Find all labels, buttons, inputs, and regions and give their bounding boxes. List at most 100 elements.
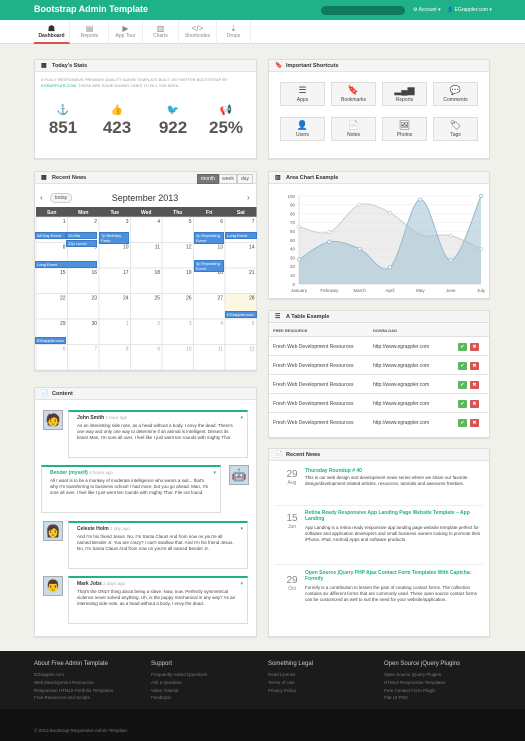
calendar-day-name: Fri bbox=[206, 210, 213, 216]
message-body: And I'm his friend Jesus. No, I'm Santa … bbox=[77, 534, 234, 551]
footer-link[interactable]: Open Source jQuery Plugins bbox=[384, 672, 442, 677]
delete-button[interactable]: ✖ bbox=[470, 419, 479, 427]
news-title[interactable]: Open Source jQuery PHP Ajax Contact Form… bbox=[305, 570, 472, 582]
footer-link[interactable]: Free Contact Form Plugin bbox=[384, 687, 436, 693]
shortcuts-header: 🔖 Important Shortcuts bbox=[269, 60, 489, 72]
calendar-day-number: 11 bbox=[155, 245, 160, 251]
footer-link[interactable]: Free Resources and Scripts bbox=[34, 695, 90, 701]
approve-button[interactable]: ✔ bbox=[458, 343, 467, 351]
view-day-button[interactable]: day bbox=[237, 174, 253, 184]
reports-icon: ▤ bbox=[85, 24, 94, 33]
stat-item: ⚓ 851 bbox=[43, 105, 83, 138]
table-cell[interactable]: http://www.egrappler.com bbox=[373, 363, 430, 369]
recent-news-panel: 📄 Recent News 29 Aug Thursday Roundup # 40… bbox=[268, 448, 490, 637]
tab-dashboard[interactable]: ☗ Dashboard bbox=[34, 20, 70, 44]
shortcut-reports[interactable]: ▂▄▆ Reports bbox=[382, 82, 427, 106]
calendar-day-number: 18 bbox=[154, 270, 160, 276]
gear-icon: ⚙ bbox=[413, 7, 418, 13]
view-month-button[interactable]: month bbox=[197, 174, 219, 184]
shortcut-comments[interactable]: 💬 Comments bbox=[433, 82, 478, 106]
shortcut-bookmarks[interactable]: 🔖 Bookmarks bbox=[331, 82, 376, 106]
chevron-down-icon[interactable]: ▾ bbox=[240, 581, 243, 587]
footer-link[interactable]: Frequently Asked Questions bbox=[151, 672, 208, 677]
view-week-button[interactable]: week bbox=[219, 174, 237, 184]
y-tick-label: 70 bbox=[290, 220, 296, 225]
shortcut-apps[interactable]: ☰ Apps bbox=[280, 82, 325, 106]
tab-charts[interactable]: ▥ Charts bbox=[143, 20, 179, 44]
next-month-icon[interactable]: › bbox=[247, 193, 250, 202]
table-cell[interactable]: http://www.egrappler.com bbox=[373, 420, 430, 426]
calendar-day-number: 3 bbox=[126, 219, 129, 225]
delete-button[interactable]: ✖ bbox=[470, 343, 479, 351]
calendar-day-cell bbox=[130, 344, 163, 371]
shortcut-tags[interactable]: 🏷 Tags bbox=[433, 117, 478, 141]
shortcut-notes[interactable]: 📄 Notes bbox=[331, 117, 376, 141]
news-title[interactable]: Retina Ready Responsive App Landing Page… bbox=[305, 510, 470, 522]
shortcut-photos[interactable]: 🖼 Photos bbox=[382, 117, 427, 141]
news-title[interactable]: Thursday Roundup # 40 bbox=[305, 468, 362, 474]
chevron-down-icon[interactable]: ▾ bbox=[240, 526, 243, 532]
footer-link[interactable]: HTML5 Responsive Templates bbox=[384, 679, 446, 685]
y-tick-label: 50 bbox=[290, 238, 296, 243]
calendar-event[interactable]: EGrappler.com bbox=[35, 337, 66, 344]
footer-link[interactable]: Feedback bbox=[151, 695, 171, 701]
chevron-down-icon[interactable]: ▾ bbox=[240, 415, 243, 421]
delete-button[interactable]: ✖ bbox=[470, 362, 479, 370]
tab-app-tour[interactable]: ▶ App Tour bbox=[109, 20, 143, 44]
calendar-event[interactable]: 7p Birthday Party bbox=[99, 232, 129, 244]
calendar-event[interactable]: 10:30a Meeting bbox=[66, 232, 97, 239]
calendar-event[interactable]: All Day Event bbox=[35, 232, 66, 239]
calendar-day-number: 7 bbox=[94, 347, 97, 353]
approve-button[interactable]: ✔ bbox=[458, 400, 467, 408]
calendar-day-number: 4 bbox=[220, 321, 223, 327]
area-chart-panel: ▥ Area Chart Example 0 10 20 30 40 50 60 70 80 90 1… bbox=[268, 171, 490, 299]
table-cell[interactable]: http://www.egrappler.com bbox=[373, 382, 430, 388]
y-tick-label: 80 bbox=[290, 211, 296, 216]
footer-link[interactable]: Responsive HTML5 Portfolio Templates bbox=[34, 687, 113, 693]
footer-link[interactable]: Web Development Resources bbox=[34, 679, 94, 685]
area-chart: 0 10 20 30 40 50 60 70 80 90 100 January February Mar… bbox=[287, 194, 485, 293]
calendar-day-number: 14 bbox=[249, 245, 255, 251]
footer-link[interactable]: Privacy Policy bbox=[268, 687, 297, 693]
search-input[interactable] bbox=[321, 6, 405, 15]
footer-link[interactable]: Read License bbox=[268, 672, 296, 677]
main-tabs: ☗ Dashboard ▤ Reports ▶ App Tour ▥ Charts </… bbox=[0, 20, 525, 44]
table-cell[interactable]: http://www.egrappler.com bbox=[373, 401, 430, 407]
list-icon: ☰ bbox=[298, 85, 307, 95]
footer-link[interactable]: Terms of Use bbox=[268, 679, 295, 685]
calendar-event[interactable]: 4p Repeating Event bbox=[194, 260, 224, 272]
calendar-event[interactable]: Long Event bbox=[225, 232, 257, 239]
user-menu[interactable]: 👤 EGrappler.com ▾ bbox=[447, 7, 492, 13]
table-cell[interactable]: http://www.egrappler.com bbox=[373, 344, 430, 350]
approve-button[interactable]: ✔ bbox=[458, 419, 467, 427]
calendar-event[interactable]: 4p Repeating Event bbox=[194, 232, 224, 244]
calendar-event[interactable]: EGrappler.com bbox=[225, 311, 257, 318]
message-body: That's the ONLY thing about being a slav… bbox=[77, 589, 236, 606]
news-date: 15 Jun bbox=[286, 513, 298, 530]
footer-link[interactable]: Flat UI PSD bbox=[384, 695, 408, 701]
approve-button[interactable]: ✔ bbox=[458, 362, 467, 370]
calendar-day-number: 7 bbox=[252, 219, 255, 225]
footer-link[interactable]: Video Tutorial bbox=[151, 687, 179, 693]
tab-reports[interactable]: ▤ Reports bbox=[71, 20, 109, 44]
approve-button[interactable]: ✔ bbox=[458, 381, 467, 389]
calendar-day-number: 6 bbox=[220, 219, 223, 225]
delete-button[interactable]: ✖ bbox=[470, 400, 479, 408]
calendar-event[interactable]: Long Event bbox=[35, 261, 97, 268]
egrappler-link[interactable]: EGRAPPLER.COM bbox=[41, 83, 76, 88]
delete-button[interactable]: ✖ bbox=[470, 381, 479, 389]
calendar-event[interactable]: 12p Lunch bbox=[66, 240, 97, 247]
chevron-down-icon[interactable]: ▾ bbox=[213, 470, 216, 476]
footer-link[interactable]: EGrappler.com bbox=[34, 672, 65, 677]
calendar-day-cell bbox=[161, 344, 194, 371]
prev-month-icon[interactable]: ‹ bbox=[40, 193, 43, 202]
brand-title[interactable]: Bootstrap Admin Template bbox=[34, 4, 149, 14]
calendar-day-cell bbox=[224, 267, 257, 294]
today-button[interactable]: today bbox=[50, 193, 72, 203]
tab-shortcodes[interactable]: </> Shortcodes bbox=[179, 20, 217, 44]
footer-link[interactable]: Ask a Question bbox=[151, 679, 182, 685]
tab-drops[interactable]: ⇣ Drops bbox=[217, 20, 251, 44]
calendar-icon: ▦ bbox=[41, 63, 47, 69]
account-menu[interactable]: ⚙ Account ▾ bbox=[413, 7, 441, 13]
shortcut-users[interactable]: 👤 Users bbox=[280, 117, 325, 141]
